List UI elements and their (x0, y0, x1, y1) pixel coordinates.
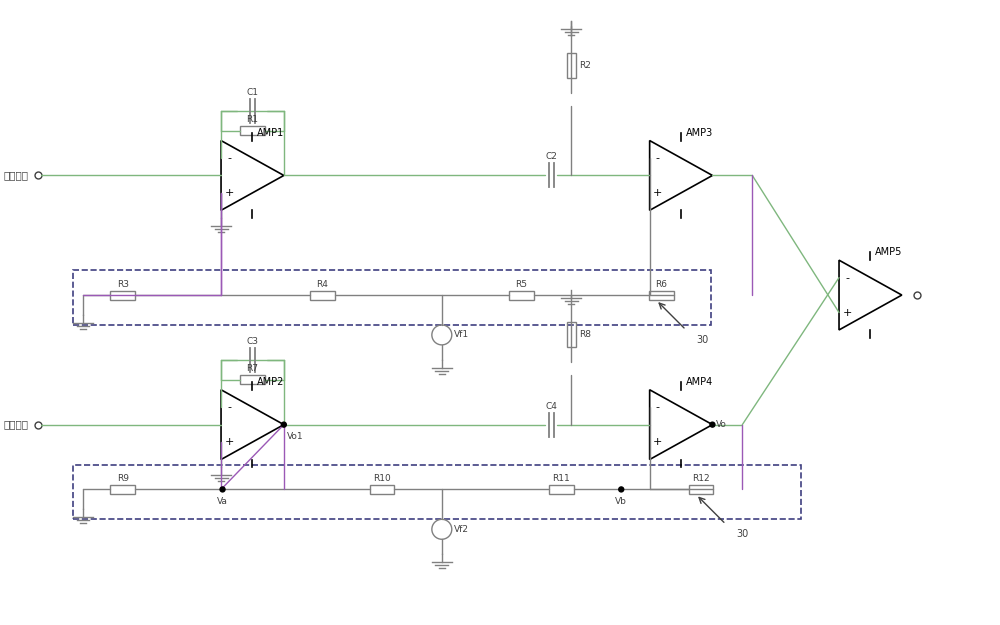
Text: Vf2: Vf2 (454, 525, 469, 534)
Text: 30: 30 (736, 529, 748, 539)
Text: Vo: Vo (715, 420, 726, 429)
Text: 输入信号: 输入信号 (3, 171, 28, 181)
Text: R12: R12 (692, 474, 710, 483)
Circle shape (710, 422, 715, 427)
Text: AMP2: AMP2 (257, 377, 285, 387)
Bar (73, 464, 801, 519)
Text: AMP1: AMP1 (257, 127, 285, 138)
Circle shape (220, 487, 225, 492)
Text: AMP5: AMP5 (875, 247, 903, 257)
Text: C2: C2 (546, 152, 557, 161)
Bar (549, 485, 574, 494)
Text: R11: R11 (553, 474, 570, 483)
Bar (240, 126, 265, 135)
Text: +: + (224, 437, 234, 447)
Bar (567, 322, 576, 348)
Bar (370, 485, 394, 494)
Text: 噪声信号: 噪声信号 (3, 419, 28, 429)
Text: Vb: Vb (615, 498, 627, 506)
Text: R3: R3 (117, 279, 129, 289)
Bar (310, 291, 335, 299)
Circle shape (619, 487, 624, 492)
Text: Va: Va (217, 498, 228, 506)
Text: Vf1: Vf1 (454, 331, 469, 339)
Bar (567, 53, 576, 78)
Text: R5: R5 (516, 279, 528, 289)
Text: R10: R10 (373, 474, 391, 483)
Text: C1: C1 (246, 88, 258, 97)
Bar (110, 485, 135, 494)
Text: +: + (653, 437, 662, 447)
Text: +: + (842, 308, 852, 318)
Text: -: - (656, 153, 660, 163)
Text: C3: C3 (246, 337, 258, 346)
Text: C4: C4 (546, 402, 557, 411)
Bar (110, 291, 135, 299)
Text: R6: R6 (655, 279, 667, 289)
Text: AMP4: AMP4 (686, 377, 713, 387)
Text: -: - (227, 153, 231, 163)
Text: R4: R4 (316, 279, 328, 289)
Text: Vo1: Vo1 (287, 432, 303, 441)
Text: R7: R7 (246, 364, 258, 373)
Bar (240, 375, 265, 384)
Text: AMP3: AMP3 (686, 127, 713, 138)
Text: R9: R9 (117, 474, 129, 483)
Bar (509, 291, 534, 299)
Bar (73, 270, 711, 325)
Bar (689, 485, 713, 494)
Text: +: + (653, 188, 662, 198)
Text: -: - (227, 402, 231, 412)
Bar (649, 291, 674, 299)
Text: R8: R8 (579, 331, 591, 339)
Text: R1: R1 (246, 115, 258, 124)
Circle shape (281, 422, 286, 427)
Text: R2: R2 (579, 61, 591, 70)
Text: -: - (845, 272, 849, 282)
Text: 30: 30 (696, 335, 708, 345)
Text: +: + (224, 188, 234, 198)
Text: -: - (656, 402, 660, 412)
